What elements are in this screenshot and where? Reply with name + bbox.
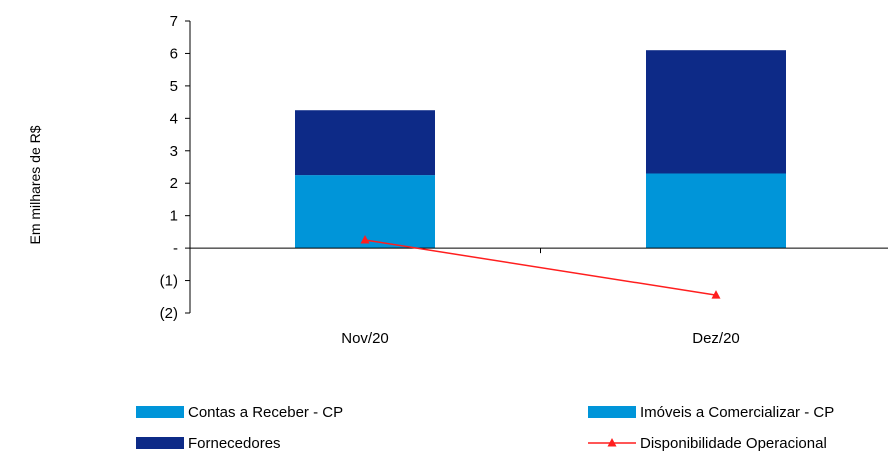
legend-marker-4 xyxy=(607,438,617,447)
legend-swatch-2 xyxy=(588,406,636,418)
x-tick-label: Dez/20 xyxy=(692,330,740,347)
legend-label-4: Disponibilidade Operacional xyxy=(640,435,827,452)
y-tick-label: 1 xyxy=(170,208,178,225)
bar-segment-3-2 xyxy=(646,50,786,174)
y-tick-label: 6 xyxy=(170,45,178,62)
y-tick-label: 3 xyxy=(170,143,178,160)
y-tick-label: (2) xyxy=(160,305,178,322)
legend-label-3: Fornecedores xyxy=(188,435,281,452)
line-layer xyxy=(360,235,721,299)
series-line-1 xyxy=(364,239,717,296)
legend-swatch-1 xyxy=(136,406,184,418)
legend-swatch-3 xyxy=(136,437,184,449)
x-tick-label: Nov/20 xyxy=(341,330,389,347)
line-point-2 xyxy=(711,290,721,299)
legend-label-1: Contas a Receber - CP xyxy=(188,404,343,421)
y-axis-label: Em milhares de R$ xyxy=(27,125,43,244)
bar-segment-3-1 xyxy=(295,110,435,176)
legend-label-2: Imóveis a Comercializar - CP xyxy=(640,404,834,421)
axes-layer: 7 6 5 4 3 2 1 - (1) (2) Nov/20 Dez/20 xyxy=(160,13,888,347)
line-point-1 xyxy=(360,235,370,244)
y-tick-label: 5 xyxy=(170,78,178,95)
legend: Contas a Receber - CP Imóveis a Comercial… xyxy=(136,404,834,452)
bar-segment-1-2 xyxy=(646,173,786,249)
y-tick-label: 7 xyxy=(170,13,178,30)
y-tick-label: 4 xyxy=(170,110,178,127)
y-tick-label: 2 xyxy=(170,175,178,192)
bars-layer xyxy=(295,50,786,249)
y-tick-label: - xyxy=(173,240,178,257)
y-tick-label: (1) xyxy=(160,273,178,290)
